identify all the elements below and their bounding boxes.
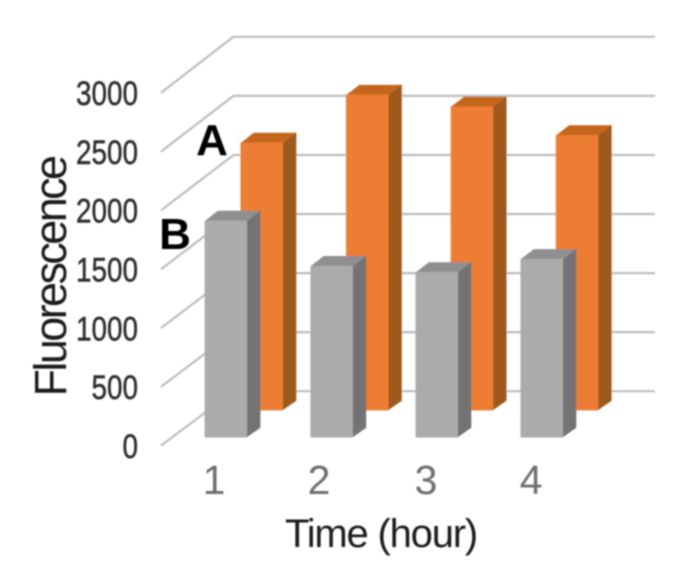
svg-text:1500: 1500 — [76, 251, 138, 289]
svg-text:3000: 3000 — [76, 74, 138, 112]
svg-text:Time (hour): Time (hour) — [285, 512, 477, 556]
svg-text:B: B — [159, 210, 191, 259]
svg-text:2500: 2500 — [76, 133, 138, 171]
svg-text:Fluorescence: Fluorescence — [25, 156, 76, 397]
svg-text:2000: 2000 — [76, 192, 138, 230]
svg-text:1: 1 — [203, 457, 226, 503]
svg-text:3: 3 — [415, 457, 438, 503]
svg-text:500: 500 — [92, 368, 139, 406]
svg-text:0: 0 — [122, 427, 138, 465]
svg-text:1000: 1000 — [76, 310, 138, 348]
svg-text:4: 4 — [520, 457, 543, 503]
svg-text:2: 2 — [308, 457, 331, 503]
svg-text:A: A — [196, 116, 228, 165]
